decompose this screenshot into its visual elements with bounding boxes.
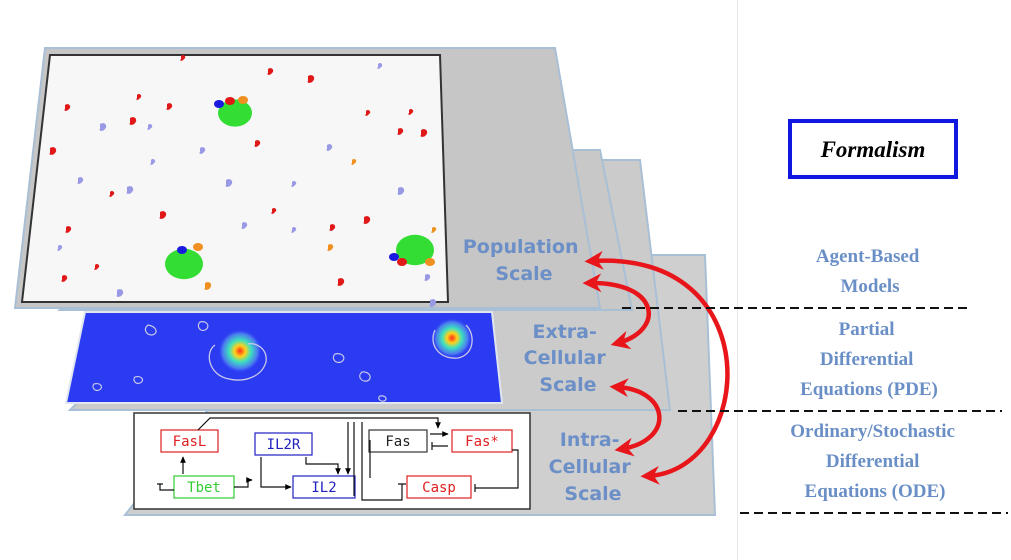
cell-agent	[397, 258, 407, 266]
panel-divider	[737, 0, 738, 560]
cell-cluster	[165, 248, 203, 280]
cell-agent	[77, 177, 84, 184]
cell-agent	[136, 94, 142, 100]
formalism-header: Formalism	[788, 119, 958, 179]
cell-agent	[337, 278, 345, 286]
cell-agent	[377, 63, 383, 69]
cell-agent	[225, 179, 233, 187]
node-casp-label: Casp	[422, 480, 456, 496]
cell-agent	[166, 103, 173, 110]
cell-agent	[365, 110, 371, 116]
cell-cluster	[396, 234, 434, 266]
cell-agent	[150, 159, 156, 165]
formalism-agent-based: Agent-Based Models	[816, 246, 924, 297]
cell-agent	[424, 274, 431, 281]
cell-agent	[291, 181, 297, 187]
cell-cluster	[218, 99, 252, 127]
cell-agent	[327, 244, 334, 251]
node-il2r: IL2R	[254, 432, 313, 456]
node-il2: IL2	[292, 475, 356, 499]
cell-agent	[180, 55, 186, 61]
cell-agent	[126, 186, 134, 194]
cell-agent	[363, 216, 371, 224]
node-tbet-label: Tbet	[187, 480, 221, 496]
cell-agent	[147, 124, 153, 130]
cell-agent	[57, 245, 63, 251]
cell-agent	[177, 246, 187, 254]
cell-agent	[49, 147, 57, 155]
cell-agent	[109, 191, 115, 197]
cell-agent	[389, 253, 399, 261]
intracellular-network: FasL IL2R Fas Fas* Tbet IL2 Casp	[133, 412, 531, 510]
arrow-population-intracellular	[584, 250, 730, 485]
cell-agent	[397, 187, 405, 195]
node-il2r-label: IL2R	[267, 437, 301, 453]
cell-agent	[408, 109, 414, 115]
cell-agent	[238, 96, 248, 104]
node-fas-label: Fas	[385, 434, 410, 450]
cell-agent	[64, 104, 71, 111]
cell-agent	[271, 208, 277, 214]
cell-agent	[420, 129, 428, 137]
population-map	[20, 54, 450, 307]
cell-agent	[61, 275, 68, 282]
separator-lines	[622, 307, 1008, 514]
node-fasl: FasL	[160, 429, 219, 453]
cell-agent	[291, 227, 297, 233]
cell-agent	[425, 258, 435, 266]
cell-agent	[431, 227, 437, 233]
cell-agent	[129, 117, 137, 125]
cell-agent	[159, 211, 167, 219]
cell-agent	[99, 123, 107, 131]
cell-agent	[204, 282, 212, 290]
formalism-ode: Ordinary/Stochastic Differential Equatio…	[790, 421, 959, 502]
node-fas: Fas	[368, 429, 428, 453]
node-il2-label: IL2	[311, 480, 336, 496]
network-edges	[157, 417, 519, 501]
scale-label-population: Population Scale	[463, 236, 585, 285]
cell-agent	[214, 100, 224, 108]
node-fas-active-label: Fas*	[465, 434, 499, 450]
node-fas-active: Fas*	[451, 429, 513, 453]
cell-agent	[116, 289, 124, 297]
coupling-arrows	[582, 250, 730, 485]
cell-agent	[429, 299, 437, 307]
cell-agent	[225, 97, 235, 105]
cell-agent	[397, 128, 404, 135]
formalism-pde: Partial Differential Equations (PDE)	[800, 319, 938, 400]
cell-agent	[199, 147, 206, 154]
cell-agent	[329, 224, 336, 231]
pde-field	[64, 311, 504, 404]
cell-agent	[351, 159, 357, 165]
cell-agent	[193, 243, 203, 251]
node-casp: Casp	[406, 475, 472, 499]
cell-agent	[267, 68, 274, 75]
formalism-title: Formalism	[820, 137, 926, 162]
cell-agent	[65, 226, 72, 233]
cell-agent	[326, 144, 333, 151]
node-tbet: Tbet	[173, 475, 235, 499]
cell-agent	[241, 222, 248, 229]
cell-agent	[94, 264, 100, 270]
node-fasl-label: FasL	[173, 434, 207, 450]
cell-agent	[254, 140, 261, 147]
cell-agent	[307, 75, 315, 83]
